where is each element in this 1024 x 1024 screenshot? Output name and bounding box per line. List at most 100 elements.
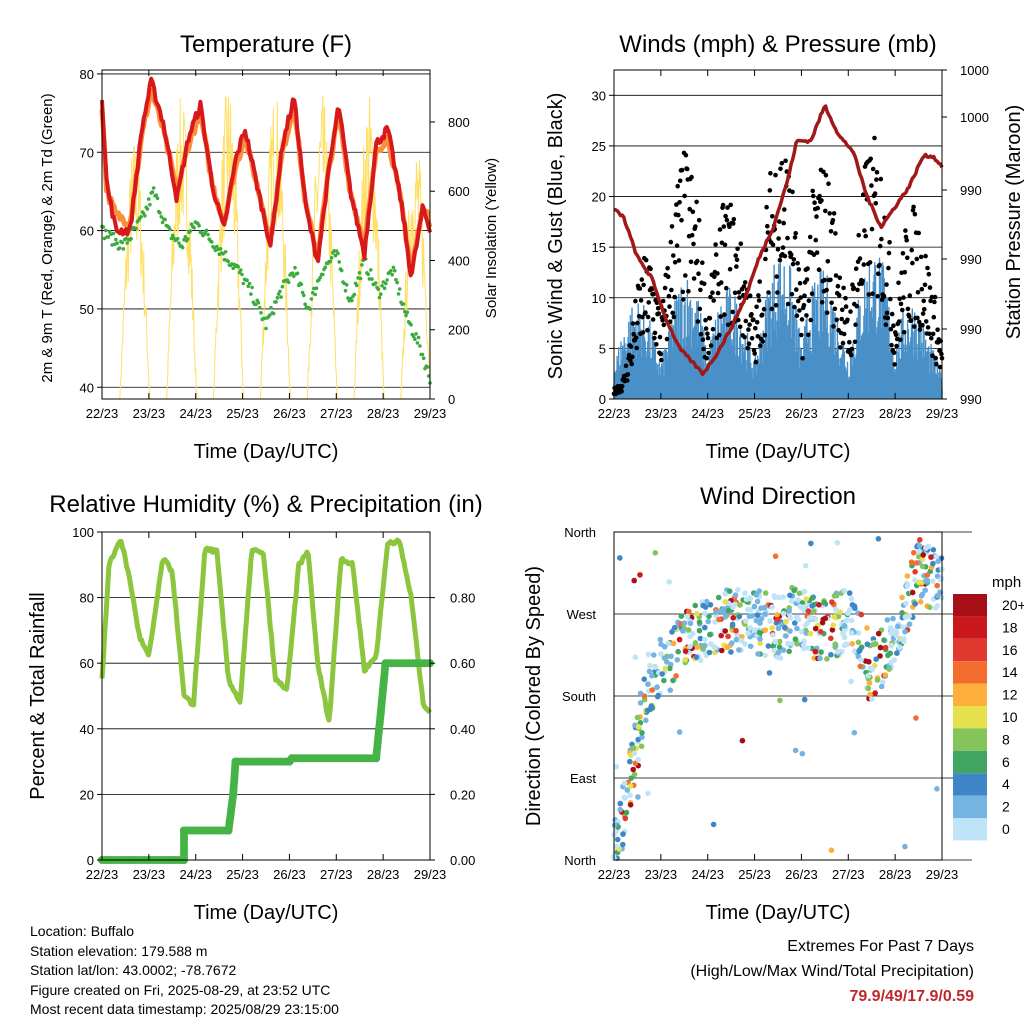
direction-point [757,636,763,642]
direction-point [627,802,634,808]
dewpoint-point [236,265,240,269]
gust-point [734,264,739,269]
wind-direction-x-label: Time (Day/UTC) [706,902,851,924]
gust-point [660,317,665,323]
dewpoint-point [377,295,382,300]
x-tick-label: 29/23 [414,406,447,421]
gust-point [677,200,682,205]
y-tick-label: 0 [599,392,606,407]
dewpoint-point [276,292,281,296]
gust-point [756,293,761,298]
direction-point [712,644,718,651]
direction-point [758,605,764,611]
direction-point [849,641,855,647]
direction-point [729,621,736,628]
gust-point [777,257,783,263]
gust-point [897,296,902,302]
gust-point [930,353,935,359]
y-tick-label: 20 [592,190,606,205]
direction-point [911,549,917,556]
y-tick-label: 80 [80,591,94,606]
direction-point [776,644,783,650]
direction-point [798,628,805,635]
gust-point [824,310,830,316]
direction-point [755,651,761,657]
gust-point [764,204,769,210]
dewpoint-point [206,232,210,237]
y-tick-label: 60 [80,656,94,671]
temperature-2m-line [100,76,432,278]
gust-point [813,237,819,243]
gust-point [835,283,841,289]
gust-point [932,294,938,300]
gust-point [742,334,747,340]
dewpoint-point [245,278,249,283]
gust-point [824,287,829,293]
direction-point [651,652,657,658]
direction-point [627,758,633,765]
gust-point [797,308,802,313]
dewpoint-point [368,268,373,272]
dewpoint-point [391,265,396,270]
gust-point [811,193,816,199]
dewpoint-point [295,271,300,276]
dewpoint-point [409,323,413,327]
y-tick-label: 0 [87,853,94,868]
extremes-box: Extremes For Past 7 Days (High/Low/Max W… [690,934,974,1009]
gust-point [857,256,863,261]
gust-point [736,317,741,323]
direction-point [659,671,665,677]
gust-point [854,303,860,309]
direction-point [864,641,871,647]
gust-point [671,314,677,320]
dewpoint-point [240,272,244,277]
gust-point [794,287,799,292]
solar-insolation-line [353,97,385,400]
gust-point [677,178,683,184]
gust-point [918,254,924,260]
direction-point [817,655,823,662]
temperature-x-label: Time (Day/UTC) [194,441,339,463]
direction-point [762,590,769,596]
direction-point [874,677,881,683]
direction-point [808,540,814,547]
direction-point [928,554,934,560]
direction-point [693,654,700,660]
direction-point [646,668,653,675]
direction-point [681,620,688,626]
dewpoint-point [394,277,398,282]
gust-point [624,378,630,383]
dewpoint-point [155,196,160,201]
direction-point [662,665,668,672]
gust-point [711,298,716,303]
gust-point [762,333,768,338]
gust-point [915,290,921,295]
dewpoint-point [170,233,175,238]
direction-point [637,572,643,578]
direction-point [848,678,854,685]
gust-point [713,252,719,257]
direction-point [706,613,712,619]
legend-label: 18 [1002,619,1018,635]
y2-tick-label: 0 [448,392,455,407]
direction-point [697,657,704,664]
direction-point [627,783,634,789]
dewpoint-point [215,244,219,249]
gust-point [652,335,657,341]
gust-point [843,295,848,301]
direction-point [774,612,780,618]
direction-point [661,655,668,661]
direction-point [637,690,644,697]
direction-point [680,628,686,634]
gust-point [825,259,831,264]
gust-point [753,359,759,365]
dewpoint-point [150,190,155,194]
gust-point [720,202,726,208]
dewpoint-point [180,245,185,250]
gust-point [667,304,672,309]
gust-point [836,292,842,298]
gust-point [921,298,926,304]
gust-point [790,189,795,195]
gust-point [730,221,736,226]
plot-frame [613,531,943,861]
